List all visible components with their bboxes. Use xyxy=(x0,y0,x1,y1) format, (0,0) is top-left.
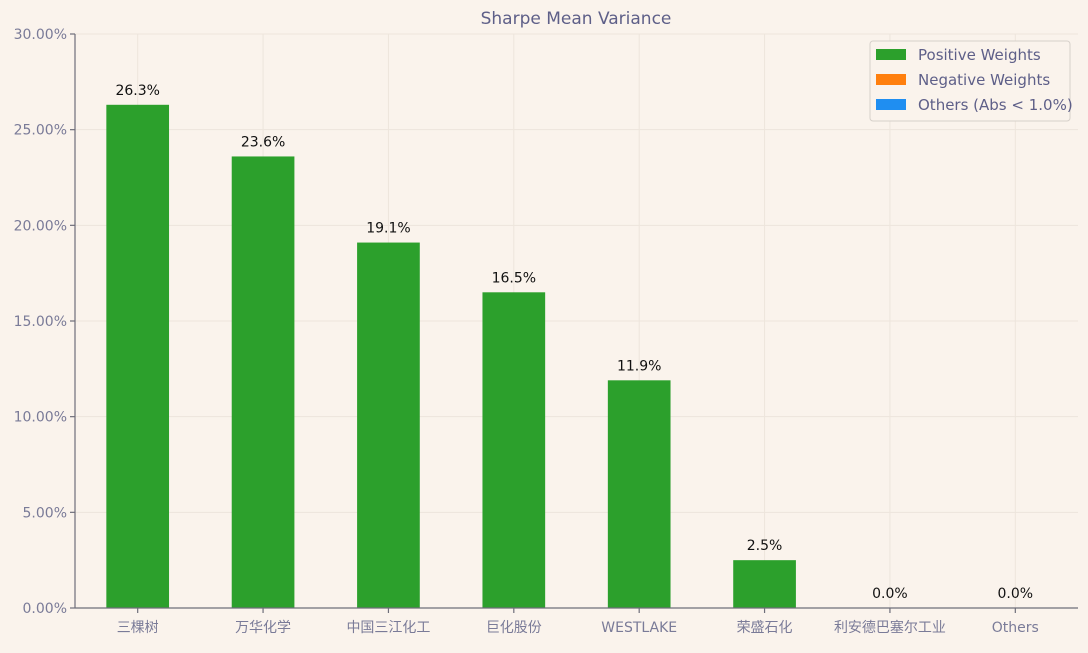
x-tick-label: 荣盛石化 xyxy=(737,620,793,636)
bars xyxy=(106,104,796,608)
legend-swatch xyxy=(876,74,906,85)
bar xyxy=(607,380,671,608)
y-tick-label: 20.00% xyxy=(14,218,67,234)
legend-box xyxy=(869,40,1071,122)
y-tick-label: 10.00% xyxy=(14,410,67,426)
bar xyxy=(106,104,170,608)
data-label: 19.1% xyxy=(366,221,410,237)
data-label: 26.3% xyxy=(115,83,159,99)
chart-title: Sharpe Mean Variance xyxy=(481,9,672,29)
y-tick-label: 0.00% xyxy=(23,601,67,617)
y-tick-label: 15.00% xyxy=(14,314,67,330)
x-tick-label: Others xyxy=(992,620,1039,636)
data-label: 0.0% xyxy=(998,586,1034,602)
y-tick-label: 30.00% xyxy=(14,27,67,43)
axes: 0.00% 5.00% 10.00% 15.00% 20.00% 25.00% 30.00%… xyxy=(14,27,1078,636)
x-tick-label: 万华化学 xyxy=(235,620,291,636)
y-tick-label: 5.00% xyxy=(23,505,67,521)
x-tick-label: 利安德巴塞尔工业 xyxy=(834,619,946,636)
bar xyxy=(733,560,796,608)
y-tick-label: 25.00% xyxy=(14,123,67,139)
x-tick-label: 巨化股份 xyxy=(486,620,542,636)
data-label: 16.5% xyxy=(492,270,536,286)
x-tick-label: 三棵树 xyxy=(117,620,159,636)
data-label: 23.6% xyxy=(241,134,285,150)
legend-label: Others (Abs < 1.0%) xyxy=(918,96,1073,114)
legend-swatch xyxy=(876,99,906,110)
data-label: 2.5% xyxy=(747,538,783,554)
data-labels: 26.3% 23.6% 19.1% 16.5% 11.9% 2.5% 0.0% 0.0% xyxy=(115,83,1033,602)
x-tick-label: WESTLAKE xyxy=(601,620,677,636)
data-label: 0.0% xyxy=(872,586,908,602)
data-label: 11.9% xyxy=(617,358,661,374)
bar xyxy=(231,156,295,608)
bar xyxy=(357,242,420,608)
x-tick-label: 中国三江化工 xyxy=(346,620,430,636)
legend-swatch xyxy=(876,49,906,60)
legend-label: Negative Weights xyxy=(918,71,1050,89)
bar xyxy=(482,292,546,608)
legend-label: Positive Weights xyxy=(918,46,1041,64)
legend: Positive Weights Negative Weights Others (… xyxy=(869,40,1073,122)
